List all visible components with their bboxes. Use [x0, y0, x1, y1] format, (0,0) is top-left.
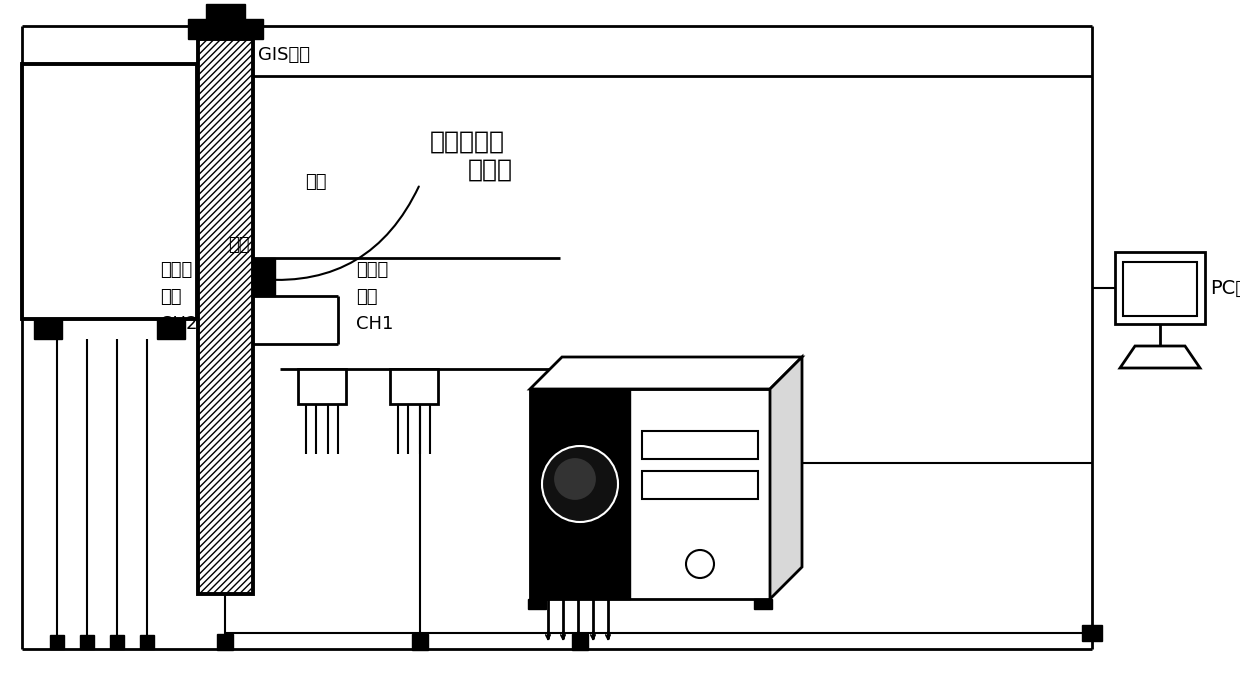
Bar: [642, 471, 758, 499]
Bar: [1083, 625, 1102, 641]
Bar: [529, 389, 770, 599]
Bar: [391, 369, 438, 404]
Text: 输线: 输线: [356, 288, 377, 306]
Bar: [157, 319, 185, 339]
Polygon shape: [770, 357, 802, 599]
Text: 输线: 输线: [160, 288, 181, 306]
Bar: [188, 19, 263, 39]
Bar: [110, 635, 124, 649]
Bar: [22, 64, 197, 319]
Bar: [1123, 262, 1197, 316]
Circle shape: [542, 446, 618, 522]
Bar: [50, 635, 64, 649]
Text: 径向: 径向: [228, 236, 249, 254]
Text: 信道传: 信道传: [356, 261, 388, 279]
Bar: [217, 634, 233, 650]
Bar: [1115, 252, 1205, 324]
Bar: [140, 635, 154, 649]
Text: GIS外壳: GIS外壳: [258, 46, 310, 64]
Text: 振动加速度: 振动加速度: [430, 130, 505, 154]
Polygon shape: [529, 357, 802, 389]
Bar: [198, 39, 253, 594]
Text: 信道传: 信道传: [160, 261, 192, 279]
Text: PC机: PC机: [1210, 278, 1240, 297]
Bar: [572, 634, 588, 650]
Bar: [253, 258, 275, 296]
Text: 轴向: 轴向: [305, 173, 326, 191]
Circle shape: [554, 458, 596, 500]
Bar: [642, 431, 758, 459]
Text: CH1: CH1: [356, 315, 393, 333]
Bar: [206, 4, 246, 19]
Bar: [754, 599, 773, 609]
Bar: [81, 635, 94, 649]
Text: CH2: CH2: [160, 315, 197, 333]
Bar: [529, 389, 630, 599]
Bar: [298, 369, 346, 404]
Bar: [33, 319, 62, 339]
Circle shape: [686, 550, 714, 578]
Bar: [528, 599, 546, 609]
Bar: [412, 634, 428, 650]
Polygon shape: [1120, 346, 1200, 368]
Text: 传感器: 传感器: [467, 158, 513, 182]
